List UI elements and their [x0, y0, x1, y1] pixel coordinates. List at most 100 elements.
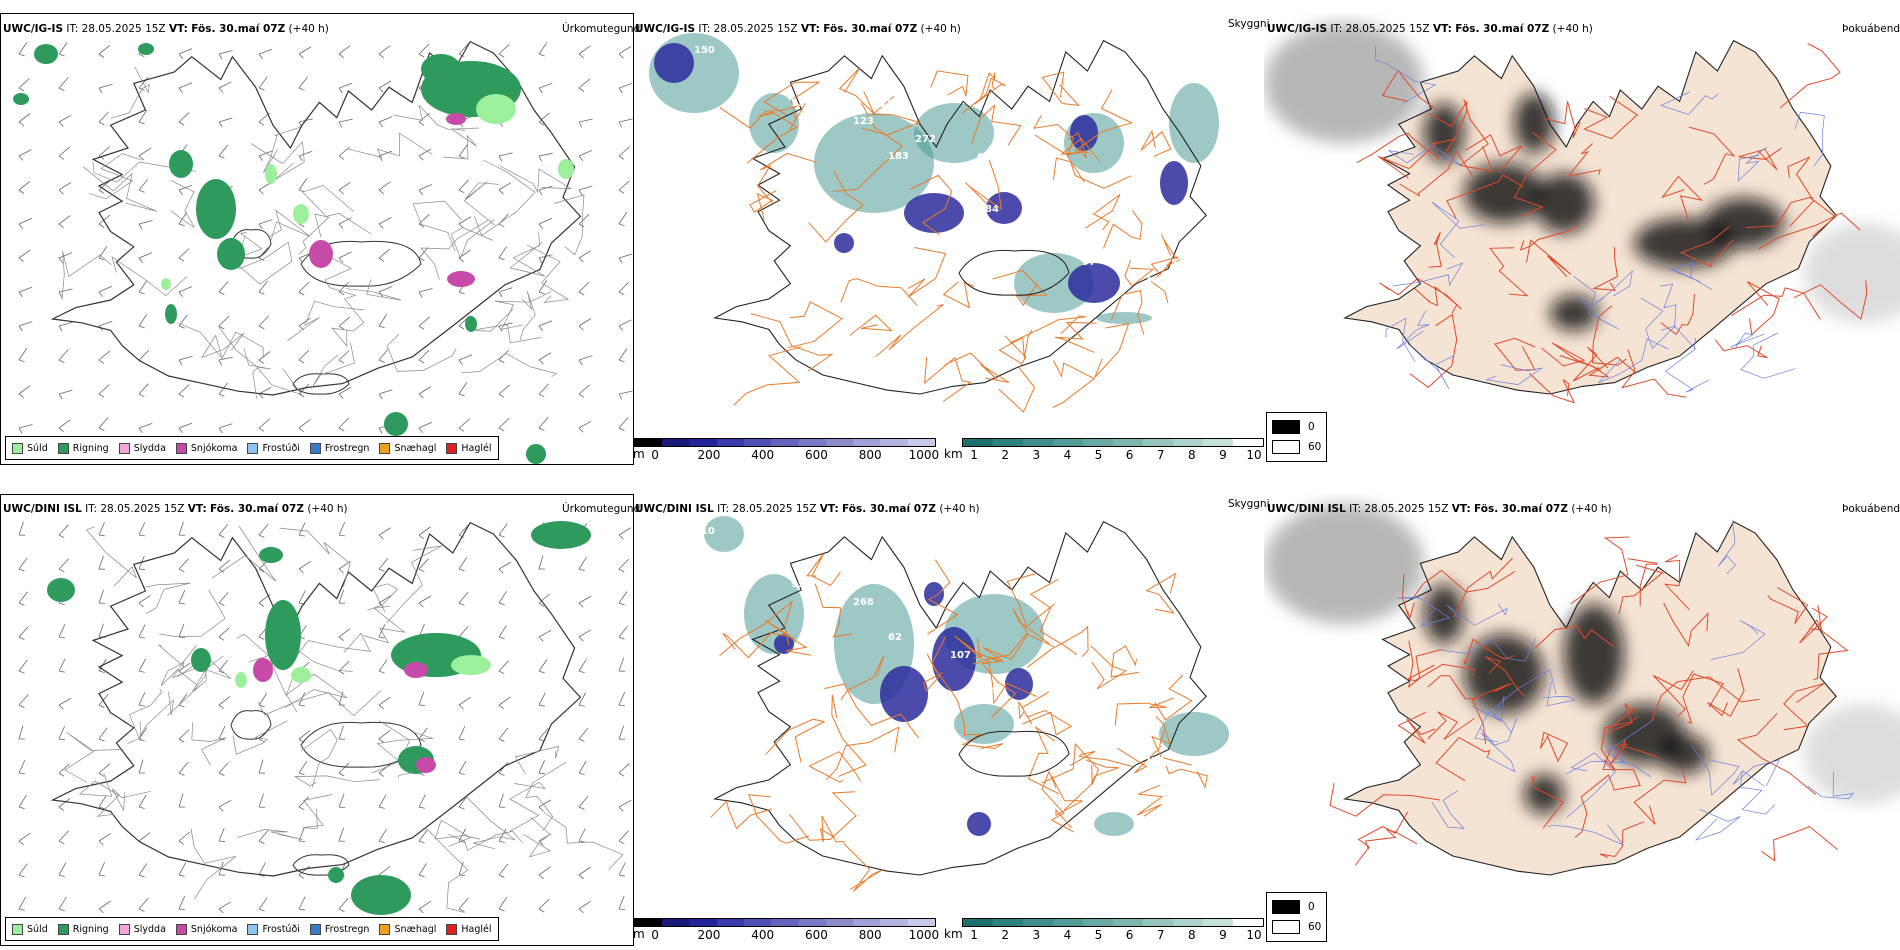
wind-barb-flag — [218, 908, 224, 914]
wind-barb — [138, 280, 148, 293]
fog-area — [1514, 93, 1554, 153]
glacier-outline — [300, 240, 422, 287]
wind-barb — [618, 591, 628, 604]
colorbar-tick-label: 2 — [1001, 928, 1009, 942]
wind-barb-flag — [618, 840, 625, 845]
wind-barb — [58, 763, 70, 774]
road-line — [1659, 283, 1697, 350]
wind-barb — [458, 557, 468, 570]
wind-barb — [378, 45, 391, 55]
road-line — [386, 334, 457, 372]
wind-barb-flag — [18, 223, 24, 229]
road-line — [110, 67, 150, 119]
colorbar-tick-label: 9 — [1219, 448, 1227, 462]
wind-barb — [18, 794, 27, 808]
wind-barb-flag — [258, 874, 265, 877]
wind-barb — [18, 591, 28, 604]
wind-barb-flag — [338, 427, 345, 432]
legend-label: Snjókoma — [190, 923, 238, 935]
wind-barb — [498, 897, 508, 910]
wind-barb — [178, 729, 190, 740]
visibility-area — [1159, 712, 1229, 756]
precip-area — [169, 150, 193, 178]
road-line — [86, 526, 137, 587]
wind-barb-flag — [338, 772, 345, 777]
wind-barb-flag — [98, 87, 103, 94]
wind-barb-flag — [578, 772, 585, 775]
fog-legend-value: 60 — [1308, 921, 1322, 933]
wind-barb — [258, 315, 269, 327]
wind-barb — [538, 659, 548, 672]
road-line — [1471, 683, 1512, 745]
legend-swatch — [379, 923, 391, 935]
cloud-base-value: 68 — [977, 152, 991, 163]
vt-value: Fös. 30.maí 07Z — [842, 503, 936, 515]
wind-barb-flag — [538, 325, 544, 332]
legend-item: Snæhagl — [379, 442, 436, 454]
wind-barb — [298, 692, 306, 706]
wind-barb — [418, 595, 432, 604]
wind-barb-flag — [538, 806, 544, 812]
wind-barb-flag — [218, 325, 225, 330]
wind-barb-flag — [138, 806, 145, 809]
wind-barb — [58, 77, 69, 89]
road-line — [1027, 625, 1089, 668]
road-line — [1435, 736, 1491, 782]
wind-barb-flag — [218, 121, 223, 128]
precip-area — [384, 412, 408, 436]
wind-barb — [378, 794, 387, 808]
glacier-outline — [958, 730, 1070, 777]
fog-map-row2 — [1264, 504, 1900, 876]
wind-barb-flag — [138, 874, 145, 878]
low-cloud-area — [774, 634, 794, 654]
colorbar-tick-label: 3 — [1032, 928, 1041, 942]
road-line — [1069, 750, 1133, 767]
wind-barb — [178, 896, 186, 910]
road-line — [1541, 342, 1601, 371]
it-label: IT: — [1330, 23, 1343, 35]
wind-barb — [98, 44, 111, 55]
road-line — [764, 619, 812, 656]
visibility-unit: km — [944, 927, 963, 941]
wind-barb — [378, 248, 391, 259]
it-value: 28.05.2025 15Z — [713, 23, 798, 35]
wind-barb-flag — [418, 359, 425, 364]
road-line — [1364, 828, 1418, 850]
wind-barb-flag — [498, 636, 505, 640]
road-line — [1102, 210, 1143, 249]
wind-barb — [98, 521, 105, 536]
road-line — [127, 691, 174, 745]
road-line — [746, 111, 798, 164]
road-line — [979, 72, 996, 100]
road-line — [1401, 573, 1415, 621]
low-cloud-area — [1160, 161, 1188, 205]
wind-barb-flag — [338, 393, 344, 399]
road-line — [1110, 645, 1140, 678]
road-line — [1114, 697, 1175, 726]
colorbar-segment — [825, 439, 854, 446]
wind-barb — [618, 527, 632, 536]
wind-barb — [418, 386, 432, 395]
road-line — [965, 159, 1002, 211]
road-line — [88, 153, 142, 200]
road-line — [144, 582, 191, 615]
fog-area — [1550, 295, 1598, 331]
legend-swatch — [57, 442, 69, 454]
wind-barb-flag — [498, 874, 505, 878]
wind-barb-flag — [298, 874, 305, 879]
precip-area — [451, 655, 491, 675]
visibility-areas — [704, 516, 1229, 836]
road-line — [509, 232, 545, 277]
road-line — [474, 159, 536, 237]
iceland-coastline — [50, 40, 582, 396]
cloud-base-value: 134 — [791, 98, 812, 109]
legend-swatch — [247, 923, 259, 935]
road-line — [875, 304, 944, 358]
wind-barb-flag — [618, 53, 624, 59]
wind-barb-flag — [298, 568, 304, 574]
fog-map-panel-row2 — [1264, 494, 1900, 946]
vt-label: VT: — [1451, 503, 1471, 515]
wind-barb — [378, 348, 389, 361]
wind-barb — [618, 725, 625, 740]
visibility-area — [1169, 83, 1219, 163]
